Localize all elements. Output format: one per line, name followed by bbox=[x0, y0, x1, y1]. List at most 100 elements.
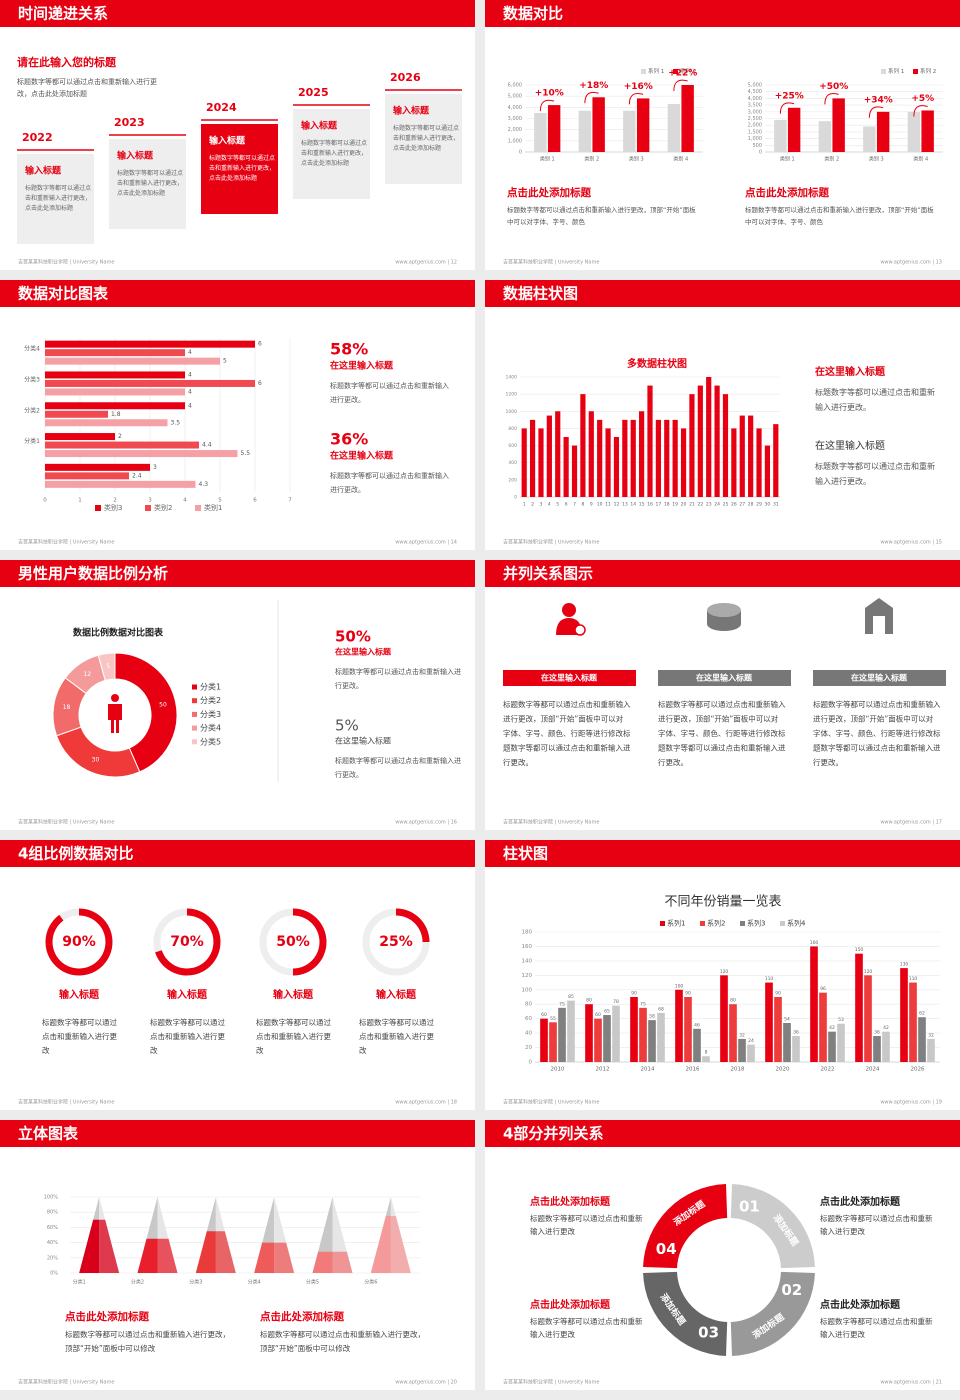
block-value: 5% bbox=[335, 717, 359, 735]
donut-segment bbox=[114, 652, 178, 773]
footer-left: 吉首某某科技职业学院 | University Name bbox=[18, 1099, 114, 1106]
x-tick-label: 24 bbox=[714, 502, 720, 508]
value-label: 4 bbox=[188, 349, 192, 356]
text-line: 输入进行更改。 bbox=[815, 402, 871, 412]
value-label: 55 bbox=[550, 1016, 556, 1022]
y-tick-label: 160 bbox=[522, 944, 533, 950]
value-label: 2.4 bbox=[132, 472, 142, 479]
block-title: 点击此处添加标题 bbox=[65, 1310, 149, 1323]
footer-left: 吉首某某科技职业学院 | University Name bbox=[18, 539, 114, 546]
header-bar bbox=[0, 0, 475, 27]
text-line: 标题数字等都可以通过点击和重新 bbox=[820, 1316, 933, 1326]
x-tick-label: 分类3 bbox=[189, 1279, 202, 1286]
bar bbox=[882, 1031, 890, 1062]
y-tick-label: 40% bbox=[47, 1240, 58, 1246]
item-text: 标题数字等都可以通过点击和重新输入进行更改 bbox=[359, 1017, 434, 1055]
bar bbox=[876, 111, 890, 152]
bar bbox=[45, 371, 185, 379]
slide-title: 男性用户数据比例分析 bbox=[18, 565, 168, 583]
value-label: 90 bbox=[685, 991, 691, 997]
bar bbox=[783, 1023, 791, 1062]
block-text: 标题数字等都可以通过点击和重新输入进行更改。 bbox=[815, 387, 935, 412]
legend-label: 系列2 bbox=[707, 919, 725, 928]
bar bbox=[630, 419, 636, 497]
text-line: 输入进行更改 bbox=[530, 1329, 575, 1339]
value-label: 5 bbox=[106, 663, 110, 670]
y-tick-label: 5,000 bbox=[508, 94, 522, 100]
text-line: 点击和重新输入进行更 bbox=[42, 1031, 117, 1041]
bar bbox=[549, 1022, 557, 1062]
y-tick-label: 0 bbox=[529, 1060, 533, 1066]
legend-swatch bbox=[700, 921, 705, 926]
bar bbox=[680, 428, 687, 497]
text-line: 标题数字等都可以通过点 bbox=[117, 169, 183, 177]
value-label: 90 bbox=[631, 991, 637, 997]
y-tick-label: 180 bbox=[522, 930, 533, 936]
y-tick-label: 4,500 bbox=[748, 89, 762, 95]
block-text: 标题数字等都可以通过点击和重新输入进行更改。 bbox=[335, 756, 461, 779]
text-line: 标题数字等都可以通过点击和重新输入进行更改， bbox=[65, 1329, 230, 1339]
value-label: 24 bbox=[748, 1038, 754, 1044]
block-text: 标题数字等都可以通过点击和重新输入进行更改。 bbox=[335, 667, 461, 690]
item-text: 标题数字等都可以通过点击和重新输入进行更改 bbox=[256, 1017, 331, 1055]
block-text: 标题数字等都可以通过点击和重新输入进行更改 bbox=[820, 1316, 933, 1339]
header-bar bbox=[0, 280, 475, 307]
text-line: 输入进行更改。 bbox=[815, 476, 871, 486]
value-label: 42 bbox=[883, 1025, 889, 1031]
x-tick-label: 11 bbox=[605, 502, 611, 508]
block-title: 点击此处添加标题 bbox=[820, 1298, 901, 1311]
x-tick-label: 2014 bbox=[641, 1067, 655, 1073]
legend-label: 分类1 bbox=[200, 682, 221, 692]
x-tick-label: 31 bbox=[773, 502, 779, 508]
text-line: 点击此处添加标题 bbox=[209, 174, 257, 182]
step-title: 输入标题 bbox=[117, 150, 154, 162]
ring-label: 70% bbox=[170, 934, 204, 950]
bar bbox=[863, 126, 876, 152]
block-text: 标题数字等都可以通过点击和重新输入进行更改 bbox=[530, 1213, 643, 1236]
item-label: 在这里输入标题 bbox=[851, 673, 908, 683]
legend-label: 分类4 bbox=[200, 723, 221, 733]
text-line: 点击此处添加标题 bbox=[25, 204, 73, 212]
y-tick-label: 80 bbox=[525, 1002, 532, 1008]
block-title: 在这里输入标题 bbox=[335, 736, 391, 746]
icon bbox=[574, 624, 586, 636]
text-line: 题数字等都可以通过点击和重新输入进 bbox=[658, 743, 786, 753]
bar bbox=[555, 411, 561, 497]
y-tick-label: 100 bbox=[522, 987, 533, 993]
step-text: 标题数字等都可以通过点击和重新输入进行更改， 点击此处添加标题 bbox=[25, 184, 91, 212]
year: 2025 bbox=[298, 86, 329, 99]
bar bbox=[693, 1028, 701, 1062]
y-tick-label: 分类2 bbox=[24, 406, 40, 414]
text-line: 点击此处添加标题 bbox=[393, 144, 441, 152]
x-tick-label: 21 bbox=[689, 502, 695, 508]
legend-label: 分类3 bbox=[200, 709, 221, 719]
arrow bbox=[868, 106, 884, 118]
bar bbox=[639, 1007, 647, 1062]
bar bbox=[706, 377, 712, 497]
value-label: 18 bbox=[63, 704, 71, 711]
cycle-segment bbox=[730, 1184, 815, 1269]
text-line: 行更改。 bbox=[813, 757, 843, 767]
value-label: 4 bbox=[188, 388, 192, 395]
bar bbox=[563, 437, 569, 497]
text-line: 标题数字等都可以通过点击和重新输入进行更改， bbox=[260, 1329, 425, 1339]
item-label: 在这里输入标题 bbox=[696, 673, 753, 683]
block-title: 在这里输入标题 bbox=[330, 360, 394, 372]
x-tick-label: 14 bbox=[630, 502, 636, 508]
y-tick-label: 分类3 bbox=[24, 375, 40, 383]
bar bbox=[672, 419, 678, 497]
slide-title: 数据对比图表 bbox=[18, 285, 109, 303]
value-label: 80 bbox=[730, 998, 736, 1004]
pyramid-fill bbox=[215, 1231, 236, 1273]
x-tick-label: 类别 4 bbox=[673, 156, 688, 163]
value-label: 4 bbox=[188, 402, 192, 409]
block-title: 点击此处添加标题 bbox=[820, 1195, 901, 1208]
bar bbox=[764, 445, 771, 497]
text-line: 标题数字等都可以通过点 bbox=[393, 124, 459, 132]
x-tick-label: 29 bbox=[756, 502, 762, 508]
text-line: 标题数字等都可以通过点击和重新输入进行更改，顶部“开始”面板 bbox=[507, 205, 696, 214]
pyramid-fill bbox=[79, 1219, 100, 1273]
